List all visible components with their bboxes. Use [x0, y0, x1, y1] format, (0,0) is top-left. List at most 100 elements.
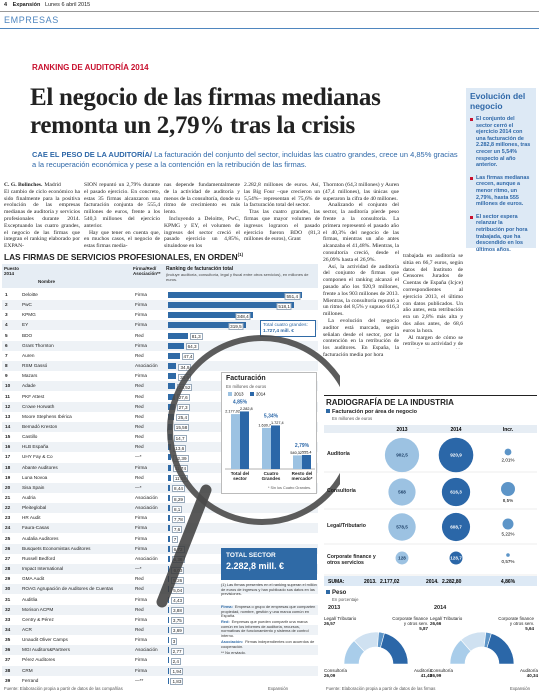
source: Fuente: Elaboración propia a partir de d… [326, 686, 436, 691]
firm-type: Asociación [135, 647, 158, 653]
value-label: 7,6 [171, 525, 183, 533]
firm-name: PwC [22, 302, 32, 308]
legend-item: Asociación: Firmas independientes con acu… [221, 639, 317, 649]
billing-plot: 2013 2014 2.177,022.282,8 4,85% 1.630,71.727… [225, 392, 315, 470]
chart-title: Facturación [226, 375, 266, 382]
bar [168, 657, 169, 664]
value-label: 13,6 [173, 444, 187, 452]
bar [168, 515, 170, 522]
bubble-label: 128,7 [450, 556, 462, 561]
bar [168, 586, 170, 593]
segment-name: Auditoría [413, 668, 432, 673]
year-label: 2013 [328, 605, 341, 611]
rank: 18 [5, 464, 11, 470]
rank: 37 [5, 657, 11, 663]
bar [293, 455, 302, 469]
share-segment [486, 633, 515, 665]
legend-text: Empresa o grupo de empresas que comparte… [221, 604, 316, 619]
column-header: Incr. [503, 427, 514, 433]
rank: 13 [5, 413, 11, 419]
bubble-label: 128 [398, 556, 406, 561]
footnote: (1) Las firmas presentes en el ranking s… [221, 582, 317, 597]
panel-unit: En millones de euros [332, 416, 373, 421]
bar [168, 464, 171, 471]
sidebar-item: El conjunto del sector cerró el ejercici… [470, 116, 532, 169]
firm-name: Auditlia [22, 596, 38, 602]
firm-type: Asociación [135, 363, 158, 369]
bar [168, 322, 246, 329]
segment-label: Auditoría 41,48 [394, 668, 432, 678]
sum-y2014: 2014. [426, 579, 439, 585]
chart-subtitle: En millones de euros [226, 384, 267, 389]
firm-type: Red [135, 403, 144, 409]
group-label: Resto del mercado* [291, 471, 313, 481]
table-row: 23 HR Audit Firma 7,78 [2, 513, 318, 524]
paragraph-text: SIÓN repuntó un 2,79% durante el pasado … [84, 182, 160, 229]
firm-type: Firma [135, 535, 147, 541]
big-four-box: Total cuatro grandes: 1.727,4 mill. € [260, 320, 316, 338]
sidebar-item: Las firmas medianas crecen, aunque a men… [470, 175, 532, 208]
value-label: 11,74 [172, 465, 188, 473]
firm-name: Unaudit Oliver Camps [22, 637, 68, 643]
bar [168, 454, 171, 461]
firm-name: CRM [22, 667, 33, 673]
rank: 20 [5, 484, 11, 490]
value-label: 14,7 [173, 434, 187, 442]
rank: 4 [5, 322, 8, 328]
rank: 25 [5, 535, 11, 541]
sidebar-item: El sector espera relanzar la retribución… [470, 214, 532, 254]
segment-value: 40,34 [526, 673, 538, 679]
rank: 30 [5, 586, 11, 592]
brand: Expansión [12, 2, 41, 8]
firm-type: Red [135, 434, 144, 440]
firm-type: Firma [135, 464, 147, 470]
column-header: Nombre [38, 279, 56, 284]
firm-name: Pérez Auditores [22, 657, 56, 663]
paragraph: nas depende fundamentalmente de la activ… [164, 182, 240, 216]
rank: 6 [5, 342, 8, 348]
legend-note: ** No enviado. [221, 649, 246, 655]
value-label: 33,6 [178, 373, 192, 381]
firm-type: Firma [135, 342, 147, 348]
bubble [384, 437, 420, 473]
bar [168, 626, 169, 633]
value-label: 2,4 [170, 657, 181, 665]
type-legend: Firma: Empresa o grupo de empresas que co… [221, 604, 317, 655]
panel-subtitle-text: Facturación por área de negocio [332, 409, 417, 415]
value-label: 540,32 [290, 451, 302, 455]
segment-value: 5,64 [525, 626, 534, 632]
segment-value: 41,48 [420, 673, 432, 679]
table-row: 36 MGI Auditors&Partners Asociación 2,77 [2, 645, 318, 656]
firm-type: —* [135, 484, 142, 490]
bar [168, 363, 177, 370]
rank: 39 [5, 677, 11, 683]
legend-term: Asociación: [221, 639, 244, 645]
firm-name: Moore Stephens Ibérica [22, 413, 72, 419]
rank: 10 [5, 383, 11, 389]
sum-y2013: 2013. [364, 579, 377, 585]
firm-type: —* [135, 454, 142, 460]
row-label: Consultoría [327, 488, 356, 494]
sidebar-item-text: Las firmas medianas crecen, aunque a men… [476, 174, 530, 208]
bar [168, 616, 169, 623]
segment-name: Legal/ Tributario [324, 616, 357, 621]
big-four-value: 1.727,4 mill. € [263, 328, 294, 334]
firm-type: Firma [135, 545, 147, 551]
industry-plot: 2013 2014 Incr. 902,5 920,9 2,01% 568 616,3 8,5%… [324, 427, 537, 586]
bar [168, 495, 170, 501]
rank: 7 [5, 352, 8, 358]
segment-label: Auditoría 40,34 [500, 668, 538, 678]
value-label: 5,04 [171, 586, 185, 594]
group-label: Total del sector [230, 471, 250, 481]
table-header [2, 264, 318, 288]
rank: 21 [5, 495, 11, 500]
bar [168, 555, 170, 562]
value-label: 3,75 [170, 617, 184, 625]
share-plot [343, 631, 515, 665]
table-row: 24 Faura-Casas Firma 7,6 [2, 523, 318, 534]
article-column: 2.282,8 millones de euros. Así, las Big … [244, 182, 320, 252]
billing-chart: Facturación En millones de euros 2013 201… [221, 372, 317, 494]
value-label: 3,88 [170, 607, 184, 615]
segment-label: Legal/ Tributario 26,57 [324, 616, 362, 626]
paragraph-text: Al margen de cómo se retribuye su activi… [403, 334, 463, 349]
